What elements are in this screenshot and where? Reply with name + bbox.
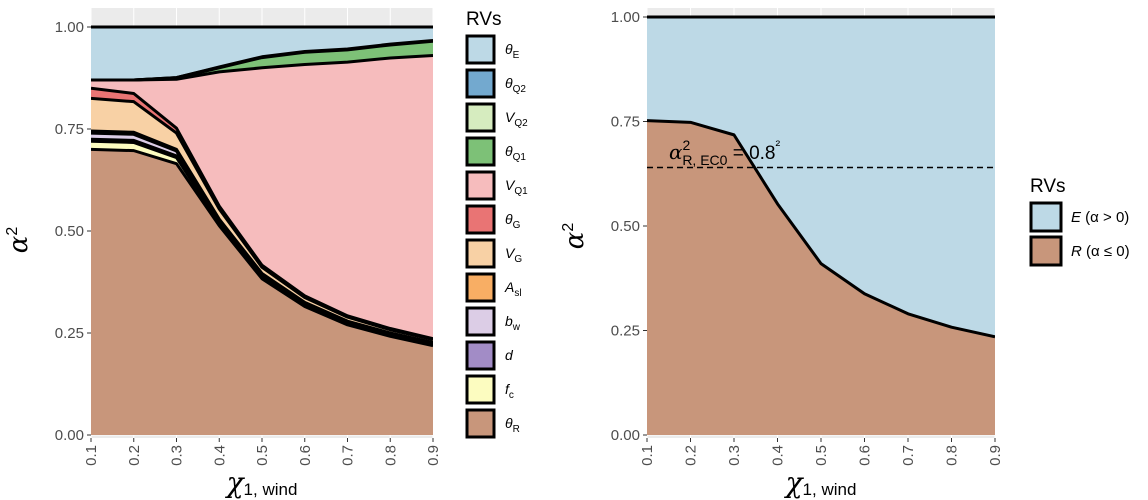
legend-item-VQ1: VQ1 [465, 170, 528, 201]
y-tick-label: 0.25 [55, 325, 84, 342]
x-tick-label: 0.9 [425, 445, 442, 466]
x-tick-label: 0.4 [211, 445, 228, 466]
legend-key [465, 34, 496, 65]
legend-label: θG [505, 211, 521, 231]
area-E (α > 0) [647, 17, 995, 337]
y-tick-label: 0.50 [611, 218, 640, 235]
x-tick-label: 0.1 [83, 445, 100, 466]
legend-item-E (α > 0): E (α > 0) [1029, 201, 1129, 233]
x-tick-label: 0.2 [126, 445, 143, 466]
left-legend-title: RVs [466, 9, 502, 30]
area-boundary-θQ2 [91, 38, 433, 82]
legend-item-Asl: Asl [465, 272, 522, 303]
x-tick-label: 0.5 [813, 445, 830, 466]
legend-key [465, 408, 496, 439]
left-x-axis-label: χ1, wind [225, 466, 298, 499]
legend-item-bw: bw [465, 306, 521, 337]
legend-item-θE: θE [465, 34, 520, 65]
left-stacked-areas [91, 25, 433, 435]
legend-label: θQ2 [505, 75, 526, 95]
y-tick-label: 1.00 [55, 19, 84, 36]
x-tick-label: 0.9 [987, 445, 1004, 466]
area-R (α ≤ 0) [647, 120, 995, 435]
legend-item-d: d [465, 340, 514, 371]
y-tick-label: 0.75 [55, 121, 84, 138]
legend-item-θQ2: θQ2 [465, 68, 526, 99]
x-tick-label: 0.4 [770, 445, 787, 466]
legend-key [465, 68, 496, 99]
y-tick-label: 0.75 [611, 114, 640, 131]
legend-label: fc [505, 381, 514, 401]
area-θE [91, 27, 433, 81]
right-legend-title: RVs [1030, 176, 1066, 197]
legend-label: Asl [504, 279, 522, 299]
legend-key [465, 136, 496, 167]
left-y-axis-label: α2 [4, 227, 34, 254]
y-tick-label: 0.25 [611, 323, 640, 340]
reference-line-annotation: α2 R, EC0 = 0.8² [669, 137, 781, 168]
legend-label: θR [505, 415, 520, 435]
x-tick-label: 0.8 [382, 445, 399, 466]
left-legend: RVs θE θQ2 VQ2 θQ1 VQ1 θG VG Asl bw d fc θR [465, 9, 528, 439]
legend-key [465, 374, 496, 405]
area-boundary-d [91, 137, 433, 346]
right-chart: α2 R, EC0 = 0.8² 0.000.250.500.751.000.1 0… [560, 8, 1004, 499]
x-tick-label: 0.3 [726, 445, 743, 466]
y-tick-label: 1.00 [611, 9, 640, 26]
legend-label: E (α > 0) [1071, 209, 1129, 226]
legend-item-VQ2: VQ2 [465, 102, 528, 133]
x-tick-label: 0.3 [169, 445, 186, 466]
left-chart: 0.00 0.25 0.50 0.75 1.00 0.1 0.2 0.3 0.4 0.5 0.6 0.… [4, 8, 442, 499]
right-y-axis-label: α2 [560, 223, 590, 250]
legend-label: VQ2 [505, 109, 528, 129]
legend-key [465, 340, 496, 371]
legend-item-θG: θG [465, 204, 521, 235]
legend-label: θE [505, 41, 520, 61]
legend-label: VG [505, 245, 522, 265]
x-tick-label: 0.7 [900, 445, 917, 466]
legend-item-R (α ≤ 0): R (α ≤ 0) [1029, 235, 1130, 267]
x-tick-label: 0.8 [944, 445, 961, 466]
legend-label: R (α ≤ 0) [1071, 243, 1130, 260]
x-tick-label: 0.6 [857, 445, 874, 466]
area-boundary-θG [91, 86, 433, 341]
legend-key [465, 204, 496, 235]
legend-item-VG: VG [465, 238, 522, 269]
legend-label: bw [505, 313, 521, 333]
legend-label: VQ1 [505, 177, 528, 197]
area-θR [91, 149, 433, 435]
legend-item-θR: θR [465, 408, 520, 439]
right-reference-line: α2 R, EC0 = 0.8² [647, 137, 995, 169]
legend-key [1029, 235, 1063, 267]
x-tick-label: 0.1 [639, 445, 656, 466]
right-stacked-areas [647, 15, 995, 435]
right-legend: RVs E (α > 0) R (α ≤ 0) [1029, 176, 1130, 267]
left-axis-ticks: 0.00 0.25 0.50 0.75 1.00 0.1 0.2 0.3 0.4 0.5 0.6 0.… [55, 19, 442, 466]
legend-key [465, 238, 496, 269]
legend-label: θQ1 [505, 143, 526, 163]
area-boundary-R (α ≤ 0) [647, 119, 995, 339]
legend-key [465, 170, 496, 201]
x-tick-label: 0.2 [683, 445, 700, 466]
x-tick-label: 0.7 [340, 445, 357, 466]
legend-key [465, 102, 496, 133]
area-VG [91, 98, 433, 343]
legend-key [465, 272, 496, 303]
y-tick-label: 0.00 [611, 427, 640, 444]
legend-label: d [505, 347, 514, 363]
legend-item-fc: fc [465, 374, 514, 405]
y-tick-label: 0.50 [55, 223, 84, 240]
x-tick-label: 0.5 [254, 445, 271, 466]
legend-item-θQ1: θQ1 [465, 136, 526, 167]
legend-key [1029, 201, 1063, 233]
x-tick-label: 0.6 [297, 445, 314, 466]
right-x-axis-label: χ1, wind [784, 466, 857, 499]
y-tick-label: 0.00 [55, 427, 84, 444]
area-boundary-Asl [91, 129, 433, 344]
right-axis-ticks: 0.00 0.25 0.50 0.75 1.00 0.1 0.2 0.3 0.4 0.5 0.6 0.… [611, 9, 1004, 466]
legend-key [465, 306, 496, 337]
